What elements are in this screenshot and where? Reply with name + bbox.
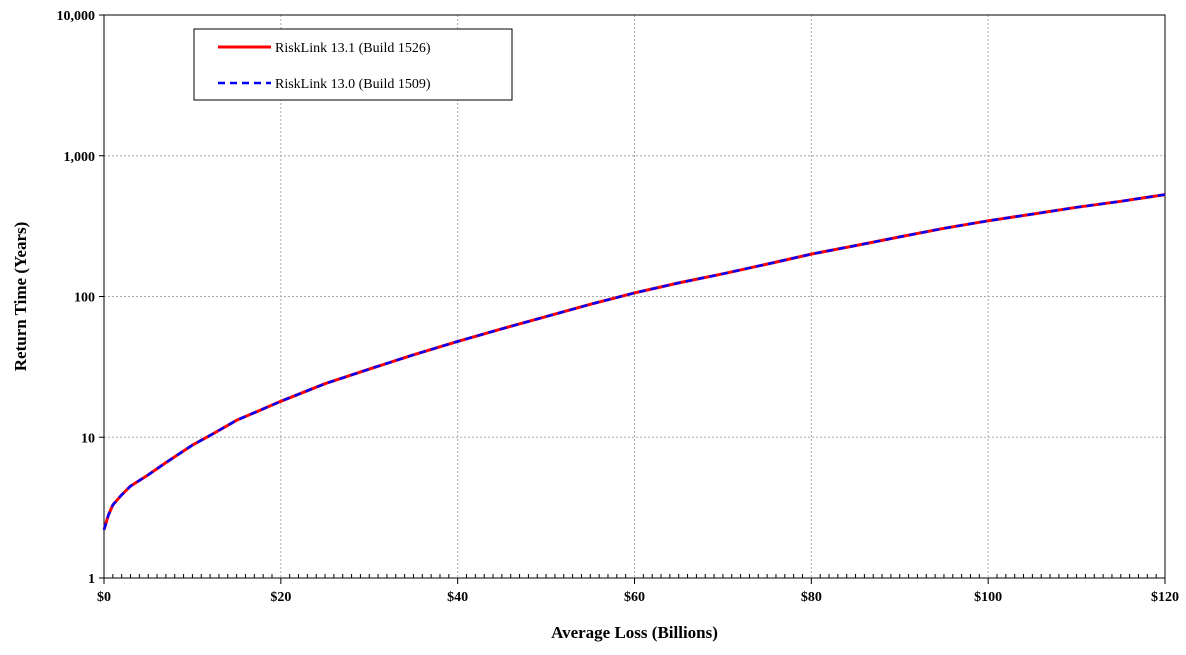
x-tick-label: $120 xyxy=(1151,590,1179,605)
legend-label-risklink-13-1: RiskLink 13.1 (Build 1526) xyxy=(275,41,431,56)
grid xyxy=(104,15,1165,578)
y-axis-title: Return Time (Years) xyxy=(11,222,30,372)
legend-label-risklink-13-0: RiskLink 13.0 (Build 1509) xyxy=(275,77,431,92)
minor-ticks xyxy=(112,574,1157,578)
y-tick-label: 1,000 xyxy=(64,150,96,165)
y-tick-label: 1 xyxy=(88,572,95,587)
tick-labels: $0 $20 $40 $60 $80 $100 $120 1 10 100 1,000 10,000 xyxy=(57,9,1180,605)
series-line-risklink-13-0 xyxy=(102,193,1166,531)
y-tick-label: 100 xyxy=(74,291,95,306)
x-tick-label: $60 xyxy=(624,590,645,605)
y-tick-label: 10 xyxy=(81,431,95,446)
x-tick-label: $40 xyxy=(447,590,468,605)
x-tick-label: $80 xyxy=(801,590,822,605)
y-tick-label: 10,000 xyxy=(57,9,96,24)
legend: RiskLink 13.1 (Build 1526) RiskLink 13.0… xyxy=(193,28,513,101)
x-tick-label: $100 xyxy=(974,590,1002,605)
x-axis-title: Average Loss (Billions) xyxy=(551,623,718,642)
legend-box xyxy=(193,28,513,101)
x-tick-label: $0 xyxy=(97,590,111,605)
x-tick-label: $20 xyxy=(270,590,291,605)
series-lines xyxy=(102,193,1166,531)
